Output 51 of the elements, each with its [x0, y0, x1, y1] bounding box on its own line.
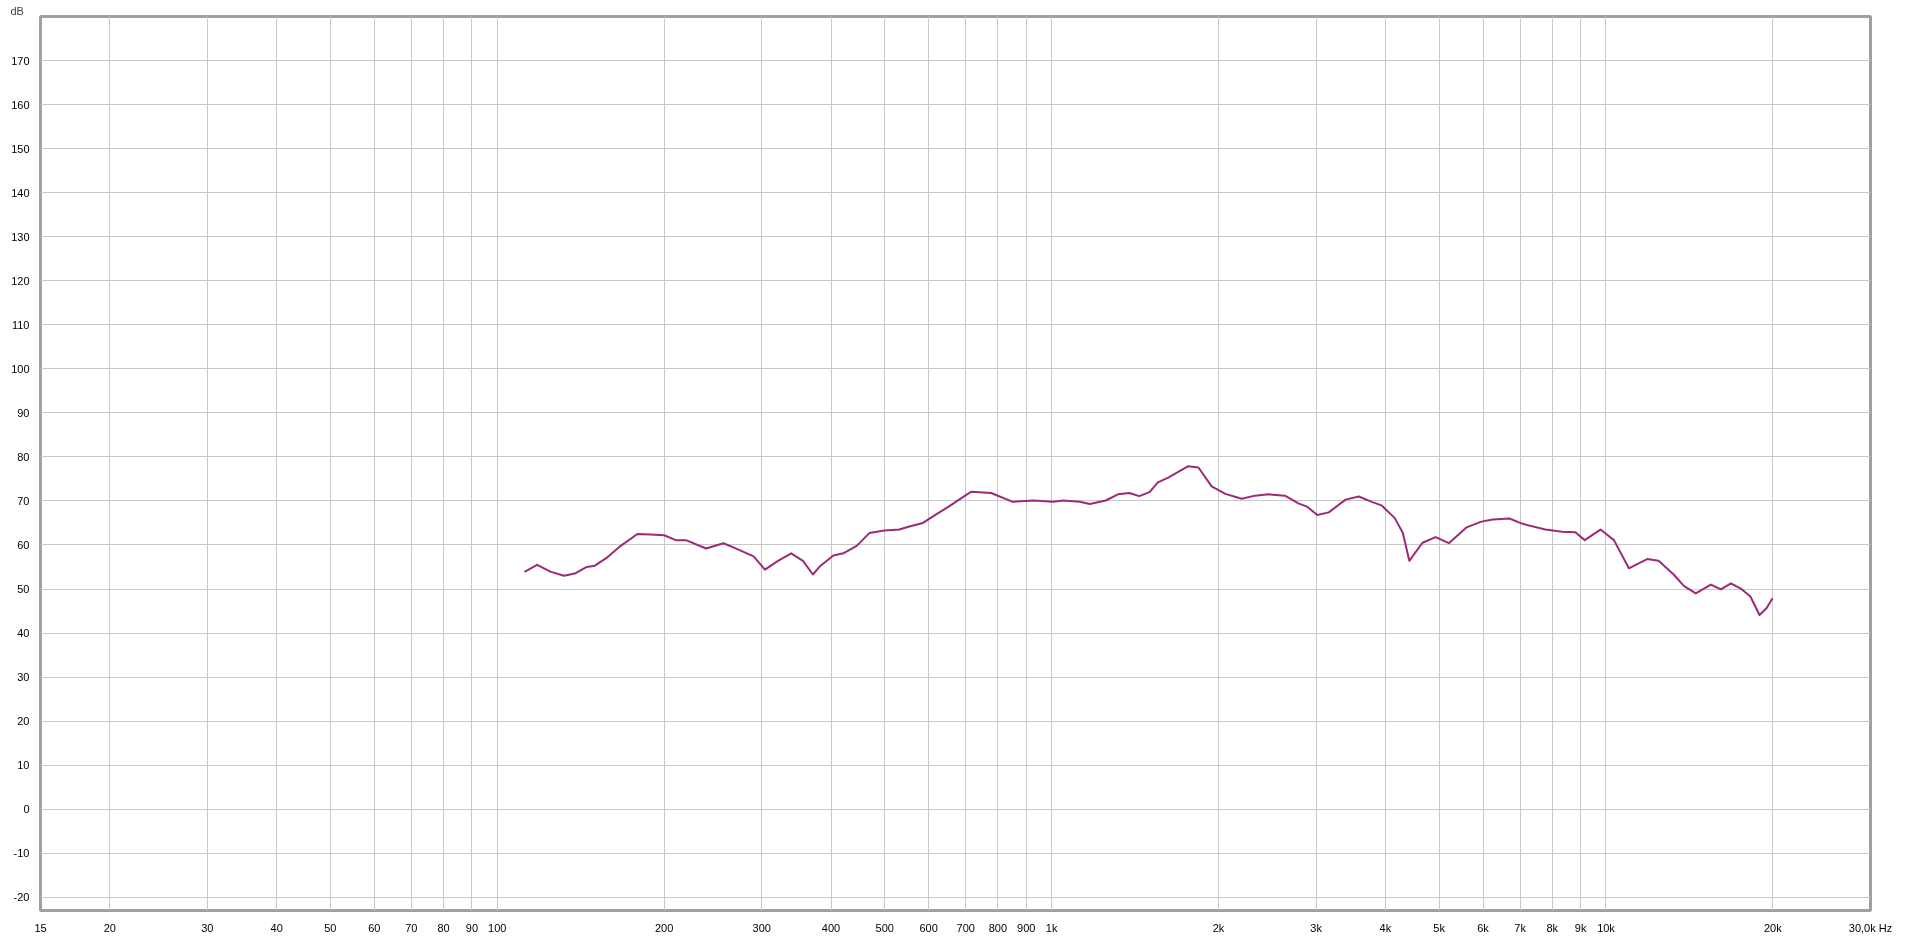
x-tick-label: 800	[988, 921, 1008, 934]
x-tick-label: 40	[270, 921, 283, 934]
x-tick-label: 500	[875, 921, 894, 934]
y-tick-label: 130	[11, 230, 30, 243]
x-tick-label: 70	[405, 921, 418, 934]
x-tick-label: 80	[437, 921, 450, 934]
y-tick-label: 170	[11, 54, 30, 67]
x-tick-label: 15	[34, 921, 47, 934]
x-tick-label: 9k	[1574, 921, 1587, 934]
y-tick-label: 110	[11, 318, 30, 331]
y-tick-label: 150	[11, 142, 30, 155]
x-tick-label: 20k	[1764, 921, 1783, 934]
x-tick-label: 600	[919, 921, 938, 934]
x-tick-label: 200	[654, 921, 674, 934]
x-tick-label: 10k	[1597, 921, 1616, 934]
y-axis-title: dB	[10, 4, 24, 17]
y-tick-label: 30	[17, 671, 30, 684]
x-tick-label: 300	[752, 921, 771, 934]
x-tick-label: 30	[201, 921, 214, 934]
y-tick-label: 40	[17, 627, 30, 640]
x-tick-label: 400	[821, 921, 841, 934]
y-tick-label: -20	[13, 891, 30, 904]
y-tick-label: 80	[17, 450, 30, 463]
x-tick-label: 3k	[1310, 921, 1323, 934]
y-tick-label: -10	[13, 847, 30, 860]
x-tick-label: 60	[368, 921, 381, 934]
x-tick-label: 1k	[1045, 921, 1058, 934]
y-tick-label: 60	[17, 538, 30, 551]
x-tick-label: 2k	[1212, 921, 1225, 934]
y-tick-label: 20	[17, 715, 30, 728]
x-tick-label: 7k	[1514, 921, 1527, 934]
y-tick-label: 160	[11, 98, 30, 111]
y-tick-label: 70	[17, 494, 30, 507]
x-tick-label: 6k	[1477, 921, 1490, 934]
y-tick-label: 50	[17, 583, 30, 596]
x-tick-label: 5k	[1433, 921, 1446, 934]
x-tick-label: 100	[488, 921, 507, 934]
x-tick-label: 20	[103, 921, 116, 934]
y-tick-label: 140	[11, 186, 30, 199]
y-tick-label: 0	[23, 803, 30, 816]
x-tick-label: 8k	[1546, 921, 1559, 934]
y-tick-label: 100	[11, 362, 30, 375]
x-tick-label: 90	[465, 921, 479, 934]
x-tick-label: 50	[324, 921, 337, 934]
x-tick-label: 900	[1017, 921, 1036, 934]
y-tick-label: 120	[11, 274, 30, 287]
x-tick-label: 4k	[1379, 921, 1392, 934]
y-tick-label: 90	[17, 406, 30, 419]
y-tick-label: 10	[17, 759, 30, 772]
x-tick-label: 700	[956, 921, 975, 934]
x-tick-label: 30,0k Hz	[1848, 921, 1893, 934]
